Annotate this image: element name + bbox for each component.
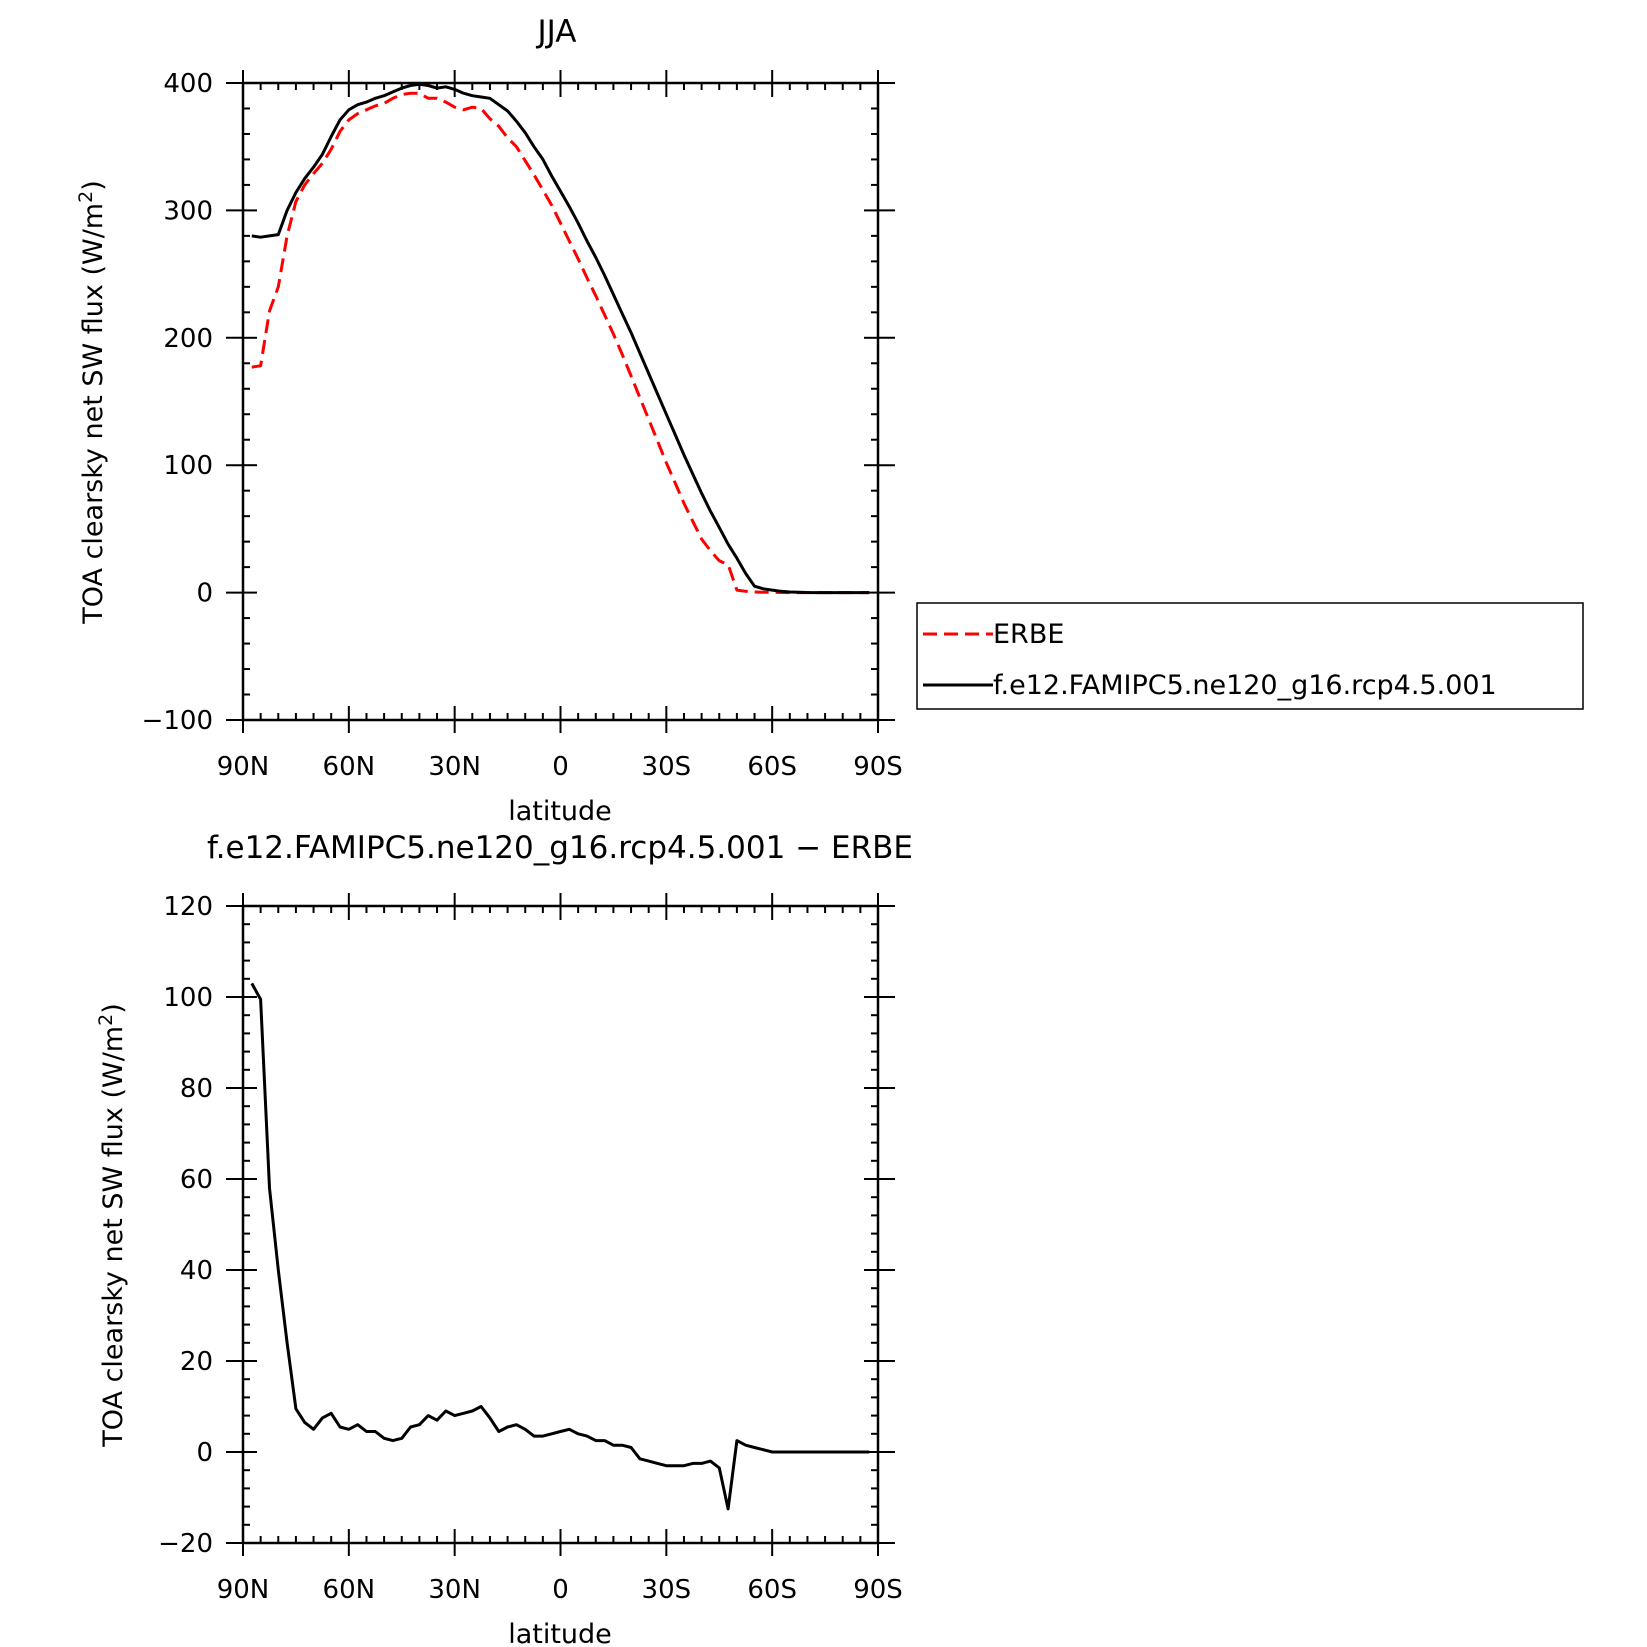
bottom-y-tick-label: 60 <box>180 1165 213 1195</box>
top-y-tick-label: 200 <box>163 324 213 354</box>
bottom-series-line-difference <box>250 982 870 1511</box>
bottom-y-tick-label: 80 <box>180 1074 213 1104</box>
top-x-axis-label: latitude <box>508 796 612 827</box>
top-y-tick-label: 300 <box>163 196 213 226</box>
bottom-x-axis-label: latitude <box>508 1619 612 1647</box>
top-x-tick-label: 90S <box>853 752 903 782</box>
bottom-plot-frame <box>241 904 880 1545</box>
bottom-x-tick-label: 30S <box>642 1575 692 1605</box>
top-series-line-f-e12-famipc5-ne120-g16-rcp4-5-001 <box>251 82 870 595</box>
top-x-tick-label: 60N <box>323 752 376 782</box>
top-y-axis-label: TOA clearsky net SW flux (W/m2) <box>75 180 109 625</box>
bottom-chart-title: f.e12.FAMIPC5.ne120_g16.rcp4.5.001 − ERB… <box>207 830 913 866</box>
top-chart-title: JJA <box>536 14 577 50</box>
top-x-tick-label: 30S <box>642 752 692 782</box>
bottom-y-tick-label: −20 <box>158 1529 213 1559</box>
bottom-x-tick-label: 90S <box>853 1575 903 1605</box>
bottom-y-tick-label: 0 <box>196 1438 213 1468</box>
top-x-tick-label: 30N <box>428 752 481 782</box>
top-x-tick-label: 60S <box>747 752 797 782</box>
bottom-y-tick-label: 120 <box>163 892 213 922</box>
top-plot-frame <box>241 81 880 722</box>
bottom-y-tick-label: 100 <box>163 983 213 1013</box>
top-series-line-erbe <box>251 91 870 595</box>
top-x-tick-label: 0 <box>552 752 569 782</box>
bottom-y-axis-label: TOA clearsky net SW flux (W/m2) <box>95 1003 129 1448</box>
top-y-tick-label: 100 <box>163 451 213 481</box>
top-y-tick-label: 0 <box>196 579 213 609</box>
top-y-tick-label: 400 <box>163 69 213 99</box>
bottom-x-tick-label: 60N <box>323 1575 376 1605</box>
bottom-x-tick-label: 90N <box>217 1575 270 1605</box>
bottom-y-tick-label: 40 <box>180 1256 213 1286</box>
bottom-x-tick-label: 60S <box>747 1575 797 1605</box>
bottom-panel: f.e12.FAMIPC5.ne120_g16.rcp4.5.001 − ERB… <box>95 830 913 1647</box>
top-y-tick-label: −100 <box>142 706 213 736</box>
legend: ERBE f.e12.FAMIPC5.ne120_g16.rcp4.5.001 <box>916 602 1584 710</box>
bottom-x-tick-label: 30N <box>428 1575 481 1605</box>
top-x-tick-label: 90N <box>217 752 270 782</box>
bottom-x-tick-label: 0 <box>552 1575 569 1605</box>
legend-model-label: f.e12.FAMIPC5.ne120_g16.rcp4.5.001 <box>993 670 1497 701</box>
top-panel: JJA 90N 60N 30N 0 30S 60S 90S −100 0 100 200 300 400… <box>75 14 903 827</box>
bottom-y-tick-label: 20 <box>180 1347 213 1377</box>
legend-erbe-label: ERBE <box>993 619 1064 650</box>
legend-box <box>916 602 1584 710</box>
